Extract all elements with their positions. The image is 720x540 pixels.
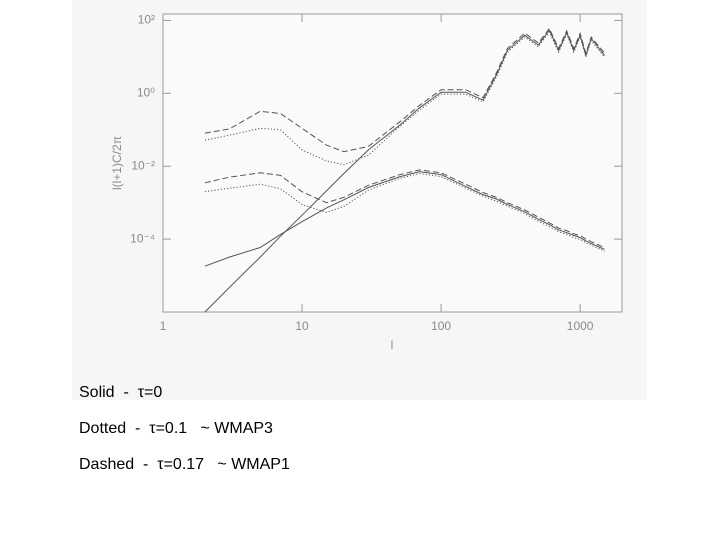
legend-entry: Dashed - τ=0.17 ~ WMAP1 [79, 456, 290, 473]
legend-entry: Solid - τ=0 [79, 384, 163, 401]
chart: l l(l+1)C/2π 1 10 100 1000 10⁻⁴ 10⁻² 10⁰ 10² [110, 13, 623, 352]
series-line [204, 29, 605, 313]
plot-frame [162, 13, 623, 313]
series-line [204, 171, 605, 267]
x-tick-label: 1 [160, 319, 167, 333]
series-line [204, 27, 605, 153]
series-line [204, 172, 605, 252]
x-tick-label: 10 [295, 319, 309, 333]
y-axis-label: l(l+1)C/2π [110, 136, 124, 190]
y-tick-label: 10⁻⁴ [130, 231, 155, 245]
x-axis-label: l [391, 338, 394, 352]
y-tick-label: 10² [138, 13, 155, 27]
legend-entry: Dotted - τ=0.1 ~ WMAP3 [79, 420, 273, 437]
series-line [204, 31, 605, 166]
y-tick-label: 10⁰ [137, 85, 155, 99]
x-tick-label: 1000 [567, 319, 594, 333]
x-tick-label: 100 [431, 319, 451, 333]
series-line [204, 169, 605, 249]
y-tick-label: 10⁻² [131, 158, 155, 172]
